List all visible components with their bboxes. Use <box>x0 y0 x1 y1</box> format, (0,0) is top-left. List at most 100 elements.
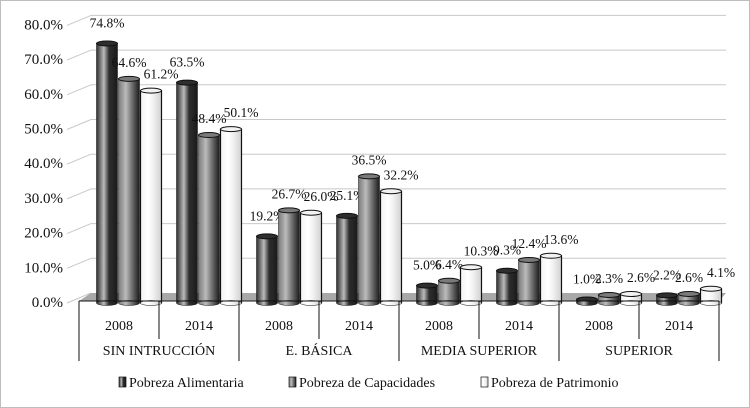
bar-top <box>380 188 402 195</box>
bar-top <box>96 40 118 47</box>
data-label: 63.5% <box>170 55 205 70</box>
data-label: 12.4% <box>512 236 547 251</box>
data-label: 2.3% <box>595 271 623 286</box>
bar-top <box>358 173 380 180</box>
bar-top <box>438 277 460 284</box>
bar-top <box>140 87 162 94</box>
bar-top <box>176 79 198 86</box>
x-tick-year: 2014 <box>345 319 373 334</box>
x-tick-group: MEDIA SUPERIOR <box>421 344 538 359</box>
data-label: 19.2% <box>250 208 285 223</box>
bar <box>198 134 220 304</box>
x-tick-group: SUPERIOR <box>605 344 673 359</box>
bar <box>278 210 300 304</box>
data-label: 32.2% <box>384 167 419 182</box>
bar-top <box>598 292 620 299</box>
bar <box>358 176 380 304</box>
bar-top <box>540 252 562 259</box>
legend-swatch <box>480 376 489 388</box>
bar-top <box>620 290 642 297</box>
x-tick-year: 2014 <box>185 319 213 334</box>
bar <box>256 236 278 304</box>
bar-top <box>518 256 540 263</box>
gridline-depth <box>66 257 92 269</box>
data-label: 74.8% <box>90 15 125 30</box>
y-tick-label: 40.0% <box>24 156 63 172</box>
gridline-depth <box>66 188 92 200</box>
bar <box>438 280 460 304</box>
data-label: 2.6% <box>675 270 703 285</box>
y-tick-label: 30.0% <box>24 191 63 207</box>
legend-label: Pobreza Alimentaria <box>129 376 244 391</box>
data-label: 4.1% <box>707 265 735 280</box>
data-label: 36.5% <box>352 152 387 167</box>
y-tick-label: 80.0% <box>24 17 63 33</box>
gridline-depth <box>66 292 92 304</box>
y-tick-label: 20.0% <box>24 226 63 242</box>
bar <box>518 259 540 304</box>
x-tick-year: 2008 <box>265 319 293 334</box>
bar <box>219 128 243 304</box>
bar <box>459 266 483 304</box>
x-tick-year: 2014 <box>505 319 533 334</box>
bar <box>118 78 140 304</box>
bar <box>139 90 163 304</box>
y-tick-label: 0.0% <box>32 295 63 311</box>
bar <box>299 212 323 304</box>
bar-top <box>118 75 140 82</box>
bar-top <box>198 132 220 139</box>
x-tick-year: 2008 <box>105 319 133 334</box>
legend-label: Pobreza de Patrimonio <box>491 376 619 391</box>
x-tick-year: 2014 <box>665 319 693 334</box>
bar-top <box>220 126 242 133</box>
bar-top <box>678 290 700 297</box>
data-label: 61.2% <box>144 67 179 82</box>
bar-top <box>300 209 322 216</box>
x-tick-group: SIN INTRUCCIÓN <box>103 342 215 359</box>
x-tick-year: 2008 <box>585 319 613 334</box>
data-label: 48.4% <box>192 111 227 126</box>
bar <box>539 255 563 304</box>
gridline-depth <box>66 119 92 130</box>
data-label: 26.7% <box>272 186 307 201</box>
y-tick-label: 50.0% <box>24 122 63 138</box>
gridline-depth <box>66 14 92 26</box>
y-tick-label: 10.0% <box>24 260 63 276</box>
gridline-depth <box>66 49 92 61</box>
bar <box>96 43 118 304</box>
bar-top <box>416 282 438 289</box>
bar-top <box>256 233 278 240</box>
y-tick-label: 70.0% <box>24 52 63 68</box>
bar <box>336 215 358 304</box>
bar-top <box>700 285 722 292</box>
data-label: 25.1% <box>330 188 365 203</box>
data-label: 10.3% <box>464 243 499 258</box>
gridline-depth <box>66 223 92 235</box>
data-label: 50.1% <box>224 105 259 120</box>
legend-swatch <box>288 376 297 388</box>
data-label: 26.0% <box>304 189 339 204</box>
bar-top <box>278 207 300 214</box>
data-label: 6.4% <box>435 257 463 272</box>
data-label: 1.0% <box>573 272 601 287</box>
bar-top <box>496 267 518 274</box>
gridline-depth <box>66 84 92 96</box>
bar <box>379 190 403 304</box>
legend-swatch <box>118 376 127 388</box>
x-tick-group: E. BÁSICA <box>286 342 354 359</box>
bar-top <box>336 212 358 219</box>
data-label: 9.3% <box>493 243 521 258</box>
bar-top <box>656 292 678 299</box>
data-label: 13.6% <box>544 232 579 247</box>
y-tick-label: 60.0% <box>24 87 63 103</box>
x-tick-year: 2008 <box>425 319 453 334</box>
bar <box>496 270 518 304</box>
gridline-depth <box>66 153 92 165</box>
data-label: 5.0% <box>413 258 441 273</box>
data-label: 2.6% <box>627 270 655 285</box>
legend-label: Pobreza de Capacidades <box>299 376 435 391</box>
data-label: 64.6% <box>112 55 147 70</box>
bar-top <box>460 264 482 271</box>
